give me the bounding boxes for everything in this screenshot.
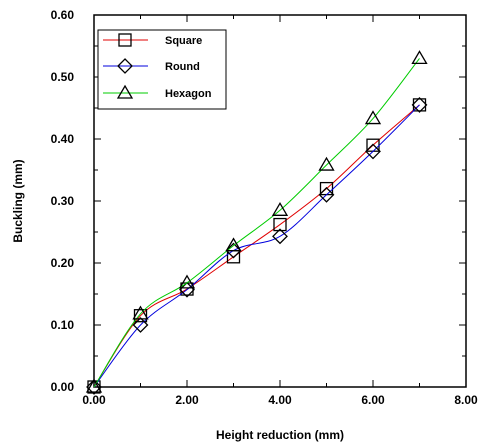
- series-square: [87, 98, 427, 394]
- legend-marker-triangle: [116, 84, 134, 99]
- series-hexagon: [85, 50, 428, 393]
- data-point-triangle: [411, 50, 428, 65]
- data-point-diamond: [365, 143, 381, 160]
- y-tick-label: 0.60: [51, 8, 75, 22]
- data-point-diamond: [132, 317, 149, 333]
- legend-label: Square: [165, 35, 202, 47]
- x-tick-label: 2.00: [175, 393, 199, 407]
- data-point-square: [412, 98, 427, 112]
- axis-ticks: [93, 14, 467, 388]
- data-point-triangle: [364, 110, 382, 125]
- legend: Square Round Hexagon: [97, 29, 227, 110]
- y-tick-label: 0.30: [51, 194, 75, 208]
- x-tick-label: 6.00: [361, 393, 385, 407]
- y-axis-title: Buckling (mm): [11, 159, 25, 242]
- tick-labels: 0.00 2.00 4.00 6.00 8.00 0.00 0.10 0.20 0.30 0.40…: [51, 8, 478, 407]
- data-point-diamond: [86, 379, 102, 395]
- y-tick-label: 0.00: [51, 380, 75, 394]
- data-point-square: [133, 309, 148, 323]
- x-tick-label: 0.00: [82, 393, 106, 407]
- data-point-diamond: [411, 96, 428, 113]
- x-tick-label: 4.00: [268, 393, 292, 407]
- legend-label: Hexagon: [165, 88, 212, 100]
- series-line: [93, 58, 420, 388]
- x-axis-title: Height reduction (mm): [216, 428, 344, 442]
- data-point-diamond: [318, 186, 335, 203]
- y-tick-label: 0.40: [51, 132, 75, 146]
- data-point-triangle: [318, 156, 335, 171]
- series-line: [93, 104, 420, 388]
- data-point-square: [273, 217, 287, 232]
- data-point-triangle: [178, 274, 196, 289]
- data-point-triangle: [85, 378, 103, 393]
- y-tick-label: 0.50: [51, 70, 75, 84]
- y-tick-label: 0.10: [51, 318, 75, 332]
- legend-label: Round: [165, 61, 200, 73]
- data-point-triangle: [132, 305, 149, 320]
- series-round: [86, 96, 428, 395]
- y-tick-label: 0.20: [51, 256, 75, 270]
- legend-marker-diamond: [117, 58, 133, 74]
- series-layer: [85, 50, 428, 395]
- legend-marker-square: [118, 33, 132, 47]
- data-point-triangle: [225, 237, 242, 252]
- data-point-triangle: [271, 202, 289, 216]
- x-tick-label: 8.00: [454, 393, 478, 407]
- data-point-diamond: [272, 228, 288, 245]
- data-point-diamond: [225, 242, 242, 259]
